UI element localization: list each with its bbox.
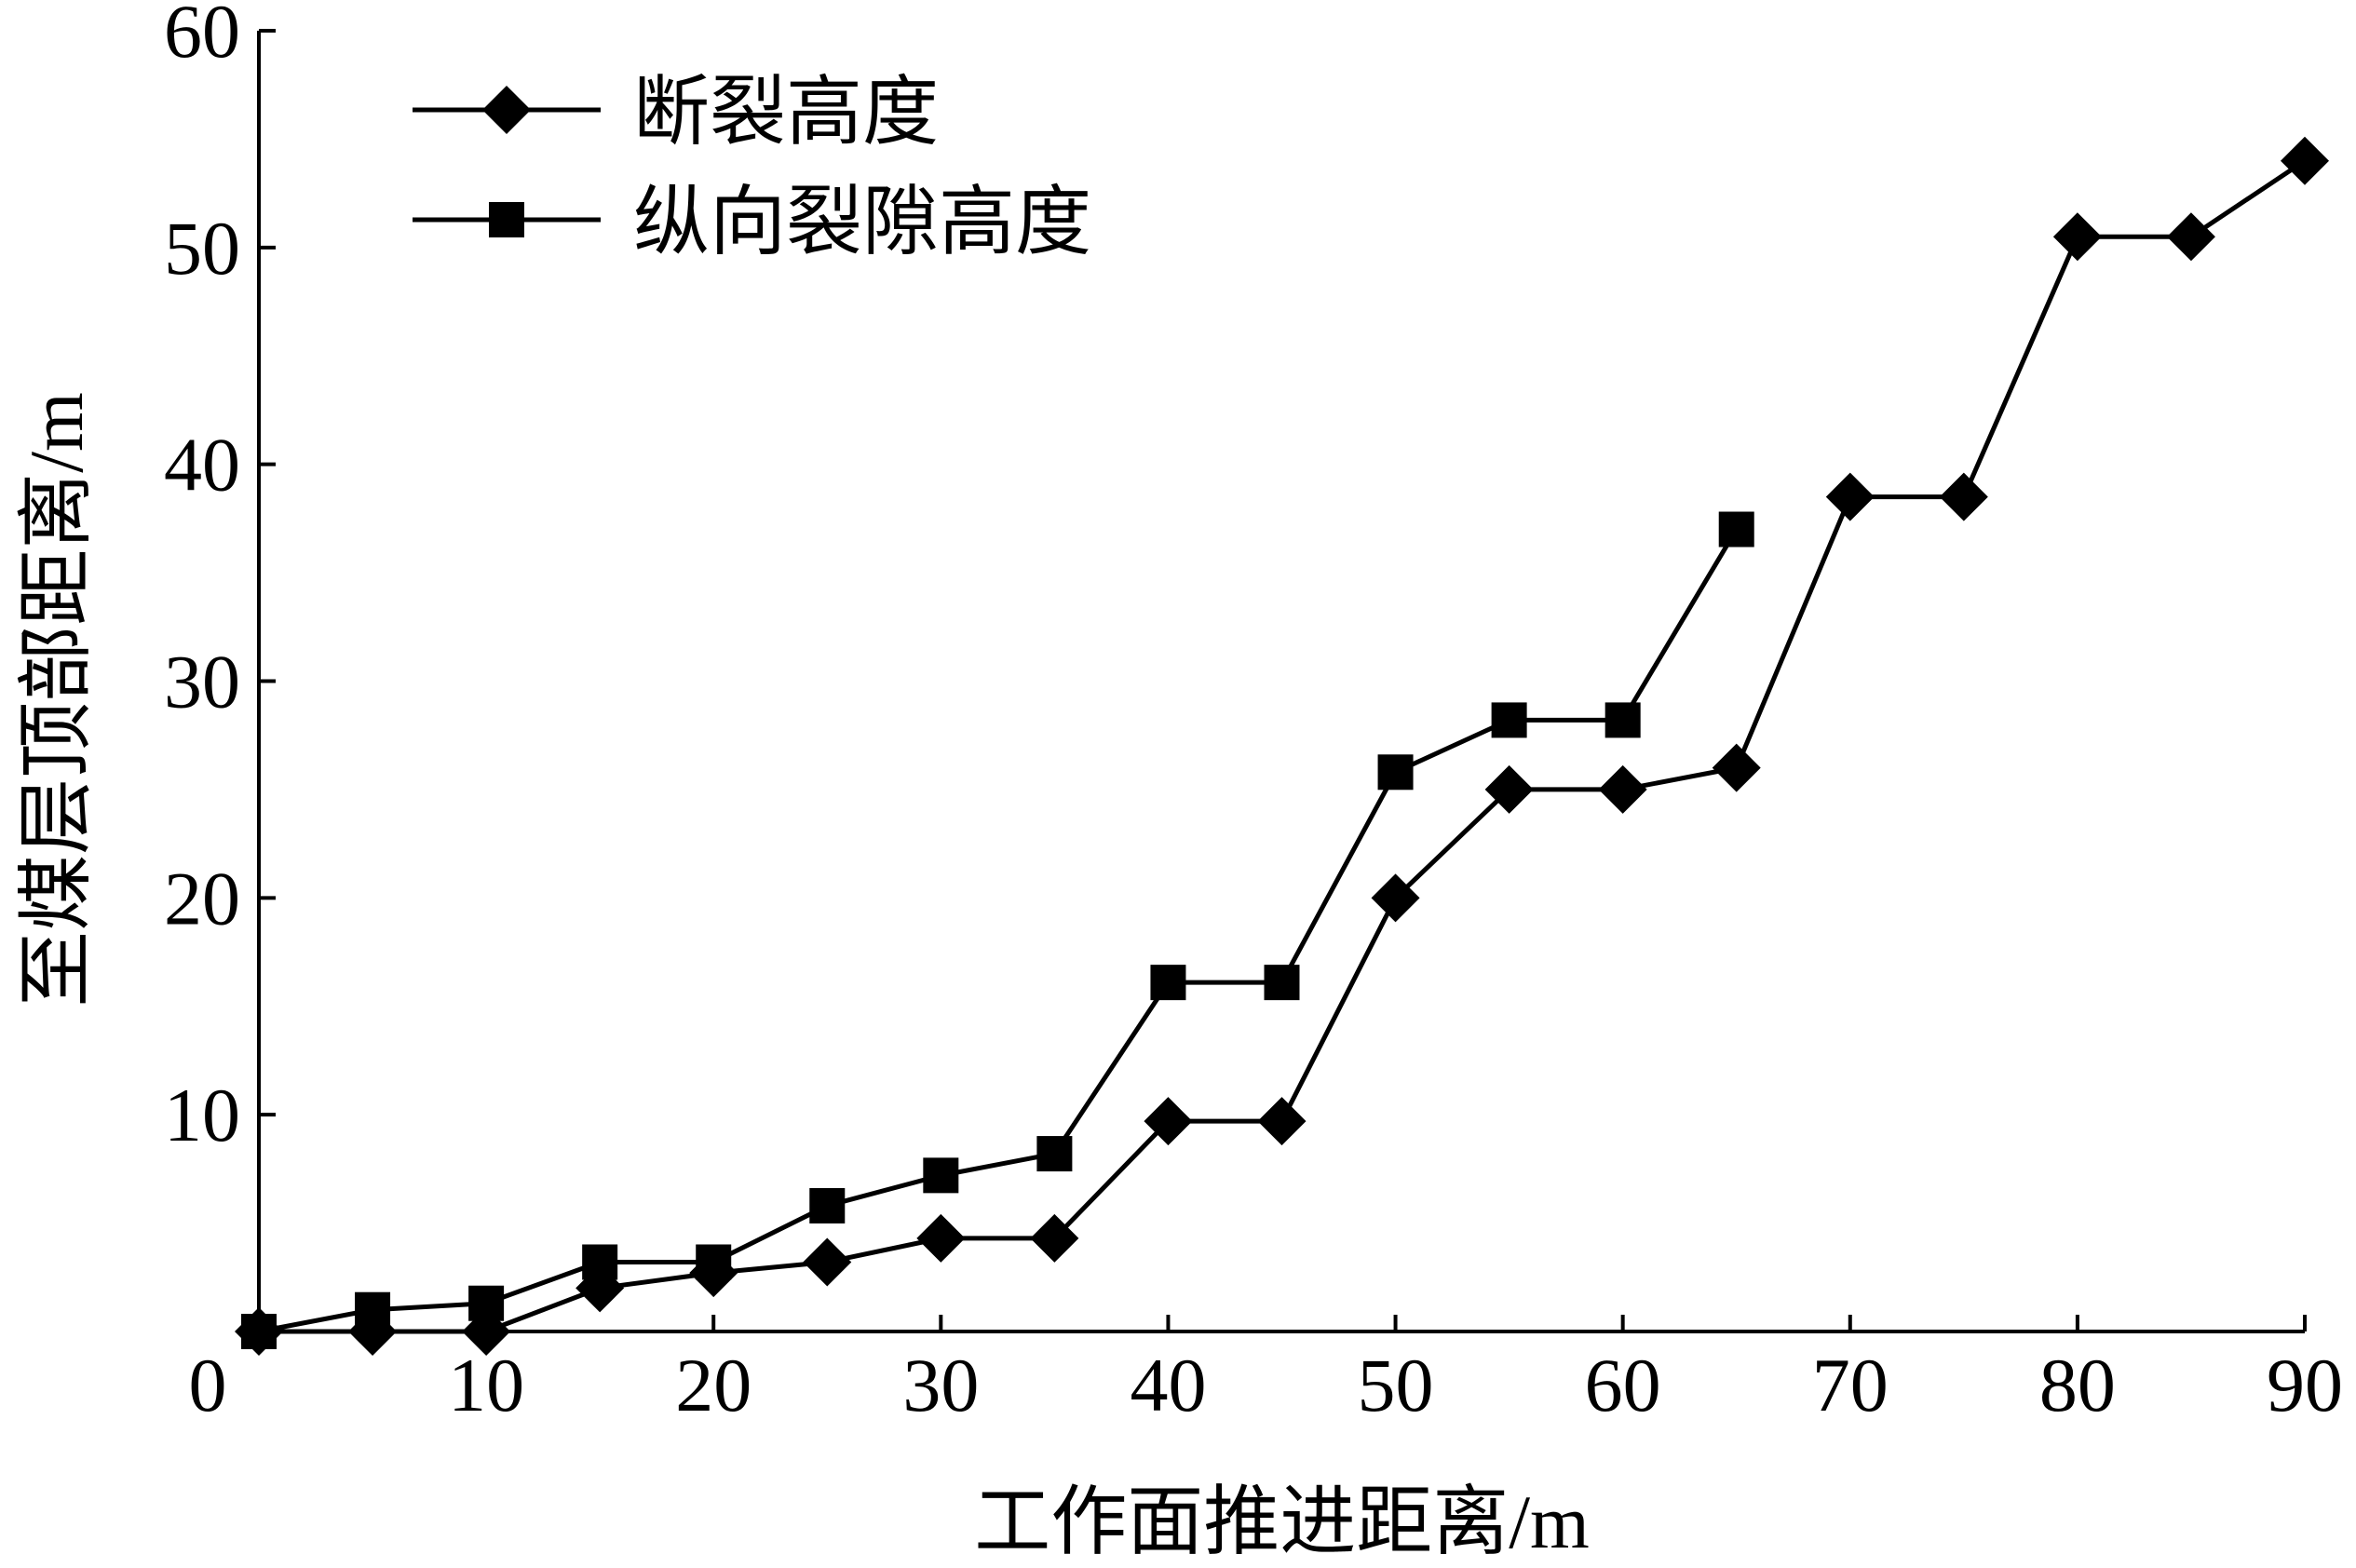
data-point-square <box>1718 511 1754 547</box>
data-point-diamond <box>2281 136 2329 185</box>
x-tick-label: 0 <box>189 1343 227 1427</box>
y-tick-label: 40 <box>164 423 240 507</box>
x-tick-label: 20 <box>675 1343 751 1427</box>
x-tick-label: 70 <box>1812 1343 1889 1427</box>
data-point-diamond <box>1371 873 1420 923</box>
series-diamond <box>235 136 2329 1356</box>
data-point-diamond <box>2166 212 2215 262</box>
data-point-square <box>923 1157 959 1194</box>
series-square <box>241 511 1754 1349</box>
x-axis-title: 工作面推进距离/m <box>974 1480 1590 1563</box>
data-point-diamond <box>803 1237 852 1287</box>
data-point-square <box>809 1187 846 1223</box>
y-tick-label: 20 <box>164 856 240 940</box>
data-point-square <box>1036 1136 1073 1172</box>
x-tick-label: 10 <box>448 1343 524 1427</box>
data-point-diamond <box>1825 472 1875 521</box>
data-point-diamond <box>916 1213 966 1263</box>
legend-marker-diamond <box>482 86 531 134</box>
x-tick-label: 40 <box>1130 1343 1206 1427</box>
data-point-diamond <box>1144 1097 1193 1146</box>
data-point-square <box>582 1244 618 1280</box>
data-point-diamond <box>2052 212 2102 262</box>
data-point-diamond <box>1939 472 1988 521</box>
y-tick-label: 50 <box>164 206 240 291</box>
x-tick-label: 90 <box>2267 1343 2343 1427</box>
series-lines <box>235 136 2329 1356</box>
x-tick-label: 30 <box>902 1343 979 1427</box>
y-tick-label: 10 <box>164 1073 240 1157</box>
data-point-square <box>1377 754 1414 791</box>
legend-label: 断裂高度 <box>633 70 939 155</box>
data-point-square <box>696 1244 732 1280</box>
data-point-square <box>241 1314 277 1349</box>
legend-marker-square <box>489 202 524 237</box>
data-point-square <box>1264 965 1300 1001</box>
x-tick-label: 60 <box>1585 1343 1661 1427</box>
series-line <box>258 528 1739 1334</box>
data-point-square <box>355 1291 391 1328</box>
y-tick-label: 30 <box>164 640 240 724</box>
x-tick-label: 50 <box>1358 1343 1434 1427</box>
legend-item: 断裂高度 <box>413 70 939 155</box>
data-point-diamond <box>1712 743 1761 792</box>
series-line <box>259 158 2307 1334</box>
data-point-diamond <box>1484 764 1534 814</box>
data-point-square <box>1491 702 1527 738</box>
y-tick-label: 60 <box>164 0 240 74</box>
axis-ticks: 0 10 20 30 40 50 60 70 80 90 10 20 30 40 50 60 <box>164 0 2343 1427</box>
data-point-diamond <box>1257 1097 1307 1146</box>
x-tick-label: 80 <box>2039 1343 2116 1427</box>
data-point-diamond <box>1030 1213 1079 1263</box>
data-point-square <box>468 1285 505 1321</box>
y-axis-title: 至煤层顶部距离/m <box>14 392 99 1007</box>
legend-item: 纵向裂隙高度 <box>413 180 1091 264</box>
data-point-square <box>1150 965 1186 1001</box>
data-point-diamond <box>1598 764 1647 814</box>
legend-label: 纵向裂隙高度 <box>633 180 1091 264</box>
data-point-square <box>1605 702 1641 738</box>
